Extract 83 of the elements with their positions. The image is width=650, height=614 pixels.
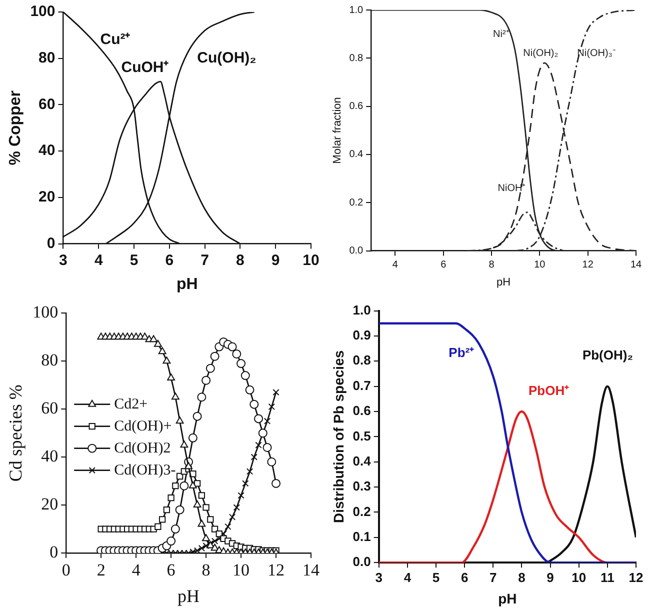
x-tick-label: 9: [546, 570, 554, 585]
y-tick-label: 60: [38, 96, 56, 113]
x-tick-label: 4: [94, 252, 104, 269]
x-tick-label: 2: [96, 560, 106, 580]
x-tick-label: 8: [518, 570, 526, 585]
x-tick-label: 12: [268, 560, 285, 580]
x-tick-label: 12: [628, 570, 644, 585]
y-tick-label: 1.0: [352, 302, 371, 318]
x-tick-label: 4: [404, 570, 412, 585]
x-tick-label: 6: [460, 570, 468, 585]
y-tick-label: 20: [41, 494, 58, 514]
annotation: Cu²⁺: [100, 30, 130, 48]
x-tick-label: 10: [302, 252, 320, 269]
legend-label: Cd2+: [114, 396, 148, 412]
x-tick-label: 10: [534, 260, 546, 271]
y-tick-label: 60: [41, 398, 58, 418]
x-tick-label: 8: [202, 560, 210, 580]
annotation: CuOH⁺: [121, 58, 169, 76]
annotation: Ni(OH)₃⁻: [577, 48, 616, 60]
y-tick-label: 0.4: [349, 149, 364, 160]
x-axis-title: pH: [176, 276, 198, 293]
annotation: Ni(OH)₂: [523, 48, 558, 60]
legend-label: Cd(OH)3-: [114, 462, 176, 478]
y-tick-label: 80: [41, 350, 58, 370]
y-tick-label: 0.0: [352, 554, 371, 570]
y-tick-label: 40: [41, 446, 58, 466]
y-tick-label: 0: [50, 542, 58, 562]
y-tick-label: 0.6: [352, 403, 371, 418]
legend-label: Cd(OH)+: [114, 418, 172, 434]
x-tick-label: 9: [271, 252, 280, 269]
y-tick-label: 0.7: [352, 378, 371, 393]
y-tick-label: 0.0: [349, 246, 364, 257]
x-tick-label: 14: [302, 560, 320, 580]
y-tick-label: 0.2: [349, 197, 364, 208]
y-axis-title: Molar fraction: [332, 97, 344, 164]
y-tick-label: 100: [32, 302, 58, 322]
annotation: Ni²⁺: [493, 28, 510, 40]
annotation: Pb(OH)₂: [582, 348, 634, 363]
x-tick-label: 5: [130, 252, 138, 269]
y-tick-label: 0.5: [352, 428, 371, 444]
y-tick-label: 1.0: [349, 4, 364, 16]
y-tick-label: 0.8: [349, 52, 364, 64]
y-axis-title: % Copper: [7, 90, 24, 166]
x-tick-label: 0: [62, 560, 70, 580]
x-tick-label: 5: [432, 570, 440, 585]
x-tick-label: 8: [236, 252, 244, 269]
x-tick-label: 11: [600, 570, 614, 585]
x-tick-label: 10: [232, 560, 250, 580]
y-tick-label: 20: [38, 188, 56, 206]
x-tick-label: 3: [375, 570, 382, 585]
x-tick-label: 6: [165, 252, 174, 269]
y-axis-title: Distribution of Pb species: [330, 350, 346, 524]
y-tick-label: 0.1: [352, 529, 371, 544]
y-tick-label: 0.3: [352, 478, 371, 494]
y-tick-label: 0.8: [352, 352, 371, 368]
x-tick-label: 6: [440, 260, 447, 271]
y-tick-label: 40: [38, 142, 56, 160]
x-axis-title: pH: [178, 586, 200, 606]
y-tick-label: 0.4: [352, 453, 372, 468]
x-axis-title: pH: [498, 590, 517, 606]
y-tick-label: 100: [30, 3, 56, 20]
y-tick-label: 0.6: [349, 101, 364, 112]
x-tick-label: 4: [392, 260, 398, 271]
x-axis-title: pH: [496, 276, 511, 288]
x-tick-label: 6: [166, 560, 176, 580]
y-tick-label: 0.2: [352, 504, 371, 519]
x-tick-label: 7: [490, 570, 497, 585]
legend-label: Cd(OH)2: [114, 440, 171, 456]
y-axis-title: Cd species %: [6, 384, 26, 482]
annotation: PbOH⁺: [528, 382, 570, 398]
x-tick-label: 10: [572, 570, 586, 585]
annotation: NiOH⁺: [498, 182, 526, 194]
annotation: Cu(OH)₂: [197, 50, 256, 66]
x-tick-label: 4: [132, 560, 141, 580]
x-tick-label: 8: [488, 260, 495, 271]
y-tick-label: 0.9: [352, 328, 371, 343]
y-tick-label: 80: [38, 50, 56, 66]
y-tick-label: 0: [46, 234, 56, 252]
x-tick-label: 7: [200, 252, 209, 269]
x-tick-label: 3: [59, 252, 68, 269]
annotation: Pb²⁺: [448, 345, 475, 360]
x-tick-label: 12: [582, 260, 594, 271]
x-tick-label: 14: [630, 260, 642, 271]
